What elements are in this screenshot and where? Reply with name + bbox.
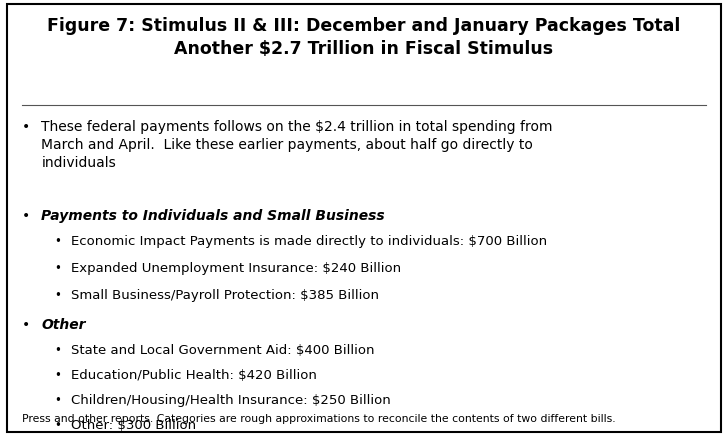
Text: State and Local Government Aid: $400 Billion: State and Local Government Aid: $400 Bil… (71, 344, 375, 357)
Text: Education/Public Health: $420 Billion: Education/Public Health: $420 Billion (71, 369, 317, 382)
Text: These federal payments follows on the $2.4 trillion in total spending from
March: These federal payments follows on the $2… (41, 120, 553, 170)
Text: Children/Housing/Health Insurance: $250 Billion: Children/Housing/Health Insurance: $250 … (71, 394, 391, 407)
Text: Small Business/Payroll Protection: $385 Billion: Small Business/Payroll Protection: $385 … (71, 289, 379, 302)
Text: •: • (22, 209, 30, 223)
Text: Figure 7: Stimulus II & III: December and January Packages Total
Another $2.7 Tr: Figure 7: Stimulus II & III: December an… (47, 17, 681, 58)
Text: •: • (22, 120, 30, 134)
Text: Expanded Unemployment Insurance: $240 Billion: Expanded Unemployment Insurance: $240 Bi… (71, 262, 401, 275)
Text: Payments to Individuals and Small Business: Payments to Individuals and Small Busine… (41, 209, 385, 223)
Text: •: • (22, 318, 30, 332)
Text: •: • (55, 262, 61, 275)
Text: Press and other reports. Categories are rough approximations to reconcile the co: Press and other reports. Categories are … (22, 414, 615, 424)
Text: •: • (55, 235, 61, 248)
Text: •: • (55, 344, 61, 357)
Text: Economic Impact Payments is made directly to individuals: $700 Billion: Economic Impact Payments is made directl… (71, 235, 547, 248)
Text: •: • (55, 419, 61, 433)
Text: Other: Other (41, 318, 86, 332)
Text: •: • (55, 289, 61, 302)
Text: •: • (55, 394, 61, 407)
Text: •: • (55, 369, 61, 382)
Text: Other: $300 Billion: Other: $300 Billion (71, 419, 197, 433)
